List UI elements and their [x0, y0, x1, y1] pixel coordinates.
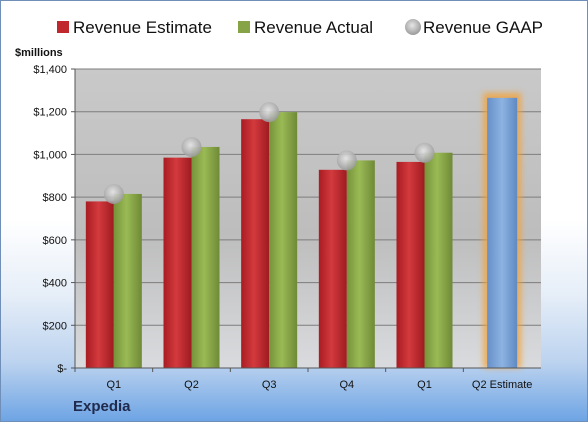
legend-swatch [405, 19, 421, 35]
bar-revenue-estimate [163, 157, 192, 368]
company-name: Expedia [73, 398, 131, 415]
bar-revenue-estimate [396, 161, 425, 368]
x-tick-label: Q2 [184, 379, 199, 391]
bar-revenue-actual [346, 160, 375, 368]
y-tick-label: $1,400 [33, 64, 67, 76]
bar-revenue-actual [191, 146, 220, 368]
x-tick-label: Q2 Estimate [472, 379, 533, 391]
bar-q2-estimate [487, 97, 518, 368]
marker-revenue-gaap [103, 183, 124, 204]
bar-revenue-estimate [318, 169, 347, 368]
plot-area [75, 69, 541, 368]
legend-label: Revenue Actual [254, 18, 373, 37]
bar-revenue-estimate [85, 201, 114, 368]
marker-revenue-gaap [259, 102, 280, 123]
x-tick-label: Q4 [339, 379, 354, 391]
bar-revenue-actual [424, 152, 453, 368]
marker-revenue-gaap [414, 142, 435, 163]
legend-label: Revenue Estimate [73, 18, 212, 37]
y-tick-label: $400 [43, 278, 67, 290]
y-tick-label: $600 [43, 235, 67, 247]
x-tick-label: Q1 [417, 379, 432, 391]
y-tick-label: $1,000 [33, 149, 67, 161]
y-tick-label: $1,200 [33, 107, 67, 119]
x-tick-label: Q1 [106, 379, 121, 391]
marker-revenue-gaap [336, 150, 357, 171]
legend-label: Revenue GAAP [423, 18, 543, 37]
bar-revenue-estimate [241, 119, 270, 368]
x-tick-label: Q3 [262, 379, 277, 391]
y-axis-label: $millions [15, 47, 63, 59]
bar-revenue-actual [113, 193, 142, 368]
y-tick-label: $200 [43, 320, 67, 332]
legend-swatch [238, 21, 250, 33]
y-tick-label: $800 [43, 192, 67, 204]
y-tick-label: $- [57, 363, 67, 375]
marker-revenue-gaap [181, 136, 202, 157]
bar-revenue-actual [269, 112, 298, 369]
legend-swatch [57, 21, 69, 33]
